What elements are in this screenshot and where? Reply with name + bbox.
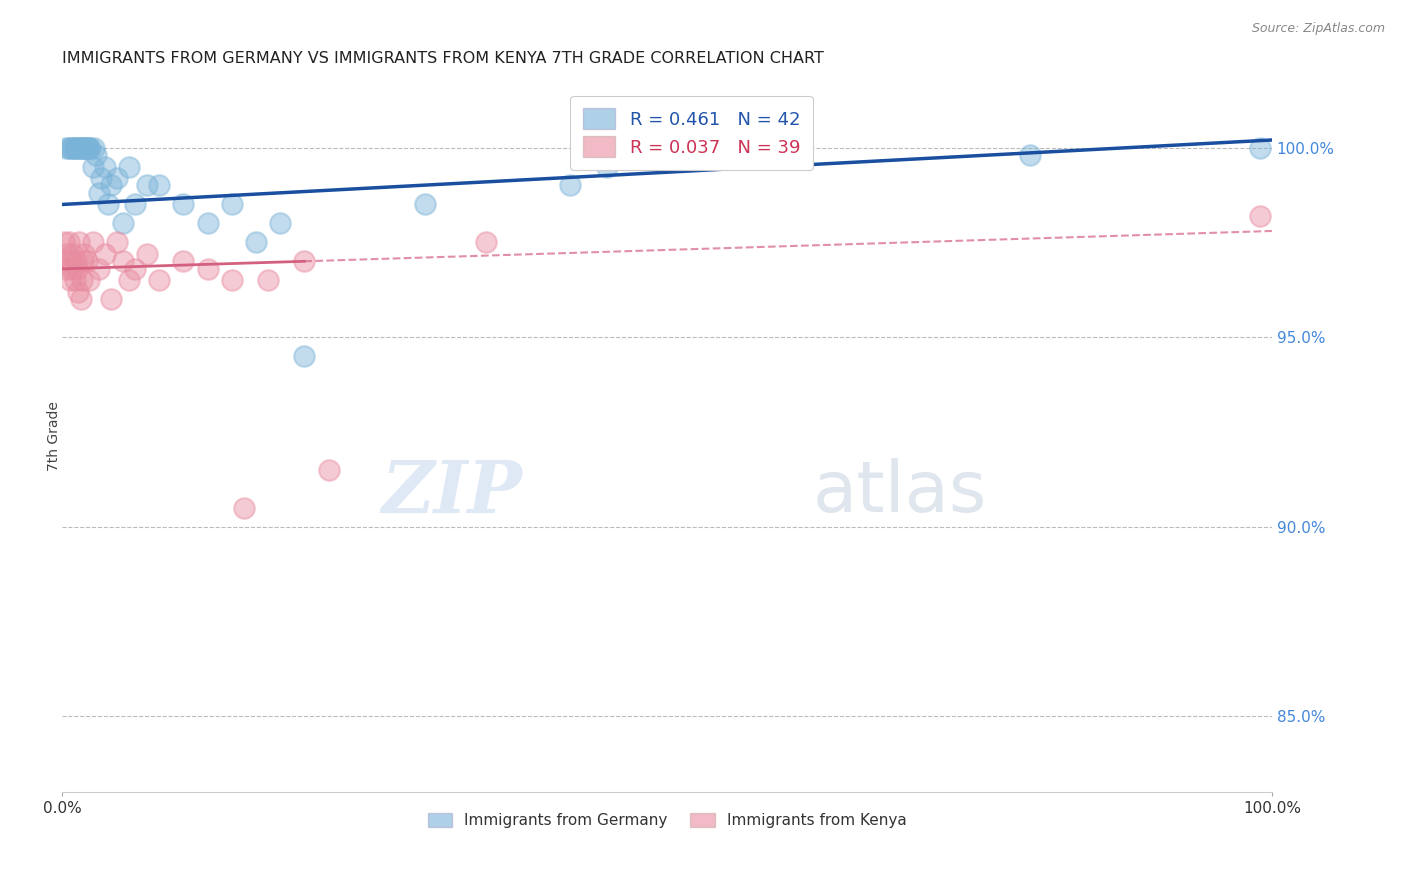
Point [82, 235, 104, 250]
Point [111, 254, 134, 268]
Text: Source: ZipAtlas.com: Source: ZipAtlas.com [1251, 22, 1385, 36]
Point [105, 170, 128, 185]
Point [72, 254, 94, 268]
Point [60, 261, 83, 276]
Point [66, 140, 89, 154]
Point [59, 254, 82, 268]
Point [269, 216, 291, 230]
Point [65, 140, 87, 154]
Point [69, 292, 91, 306]
Point [63, 273, 86, 287]
Point [1249, 140, 1271, 154]
Point [100, 292, 122, 306]
Point [77, 140, 100, 154]
Point [94, 160, 117, 174]
Point [221, 197, 243, 211]
Text: IMMIGRANTS FROM GERMANY VS IMMIGRANTS FROM KENYA 7TH GRADE CORRELATION CHART: IMMIGRANTS FROM GERMANY VS IMMIGRANTS FR… [62, 51, 824, 66]
Point [67, 235, 90, 250]
Point [55, 261, 77, 276]
Point [73, 140, 96, 154]
Point [70, 140, 93, 154]
Point [197, 216, 219, 230]
Point [52, 235, 75, 250]
Point [83, 140, 105, 154]
Point [97, 197, 120, 211]
Point [70, 273, 93, 287]
Point [59, 140, 82, 154]
Point [90, 170, 112, 185]
Point [60, 140, 83, 154]
Point [76, 254, 98, 268]
Point [94, 246, 117, 260]
Point [111, 216, 134, 230]
Point [87, 186, 110, 200]
Point [415, 197, 437, 211]
Point [73, 246, 96, 260]
Point [172, 197, 194, 211]
Y-axis label: 7th Grade: 7th Grade [48, 401, 62, 471]
Legend: Immigrants from Germany, Immigrants from Kenya: Immigrants from Germany, Immigrants from… [422, 807, 912, 834]
Point [221, 273, 243, 287]
Point [100, 178, 122, 193]
Point [1249, 209, 1271, 223]
Point [148, 178, 170, 193]
Point [79, 140, 101, 154]
Point [77, 140, 100, 154]
Point [475, 235, 498, 250]
Point [58, 140, 80, 154]
Point [63, 140, 86, 154]
Point [318, 463, 340, 477]
Point [69, 140, 91, 154]
Point [56, 246, 79, 260]
Point [292, 254, 315, 268]
Point [596, 160, 619, 174]
Point [66, 261, 89, 276]
Point [148, 273, 170, 287]
Point [76, 140, 98, 154]
Point [105, 235, 128, 250]
Point [124, 261, 146, 276]
Point [53, 254, 76, 268]
Point [62, 246, 84, 260]
Point [82, 160, 104, 174]
Point [55, 140, 77, 154]
Point [1019, 148, 1042, 162]
Point [118, 160, 141, 174]
Point [67, 285, 90, 299]
Point [172, 254, 194, 268]
Point [232, 500, 254, 515]
Point [72, 140, 94, 154]
Text: atlas: atlas [813, 458, 987, 527]
Point [197, 261, 219, 276]
Text: ZIP: ZIP [381, 458, 522, 528]
Point [124, 197, 146, 211]
Point [118, 273, 141, 287]
Point [58, 235, 80, 250]
Point [86, 148, 108, 162]
Point [136, 178, 159, 193]
Point [136, 246, 159, 260]
Point [59, 273, 82, 287]
Point [67, 140, 90, 154]
Point [560, 178, 582, 193]
Point [245, 235, 267, 250]
Point [77, 273, 100, 287]
Point [257, 273, 280, 287]
Point [292, 349, 315, 363]
Point [65, 254, 87, 268]
Point [87, 261, 110, 276]
Point [75, 140, 97, 154]
